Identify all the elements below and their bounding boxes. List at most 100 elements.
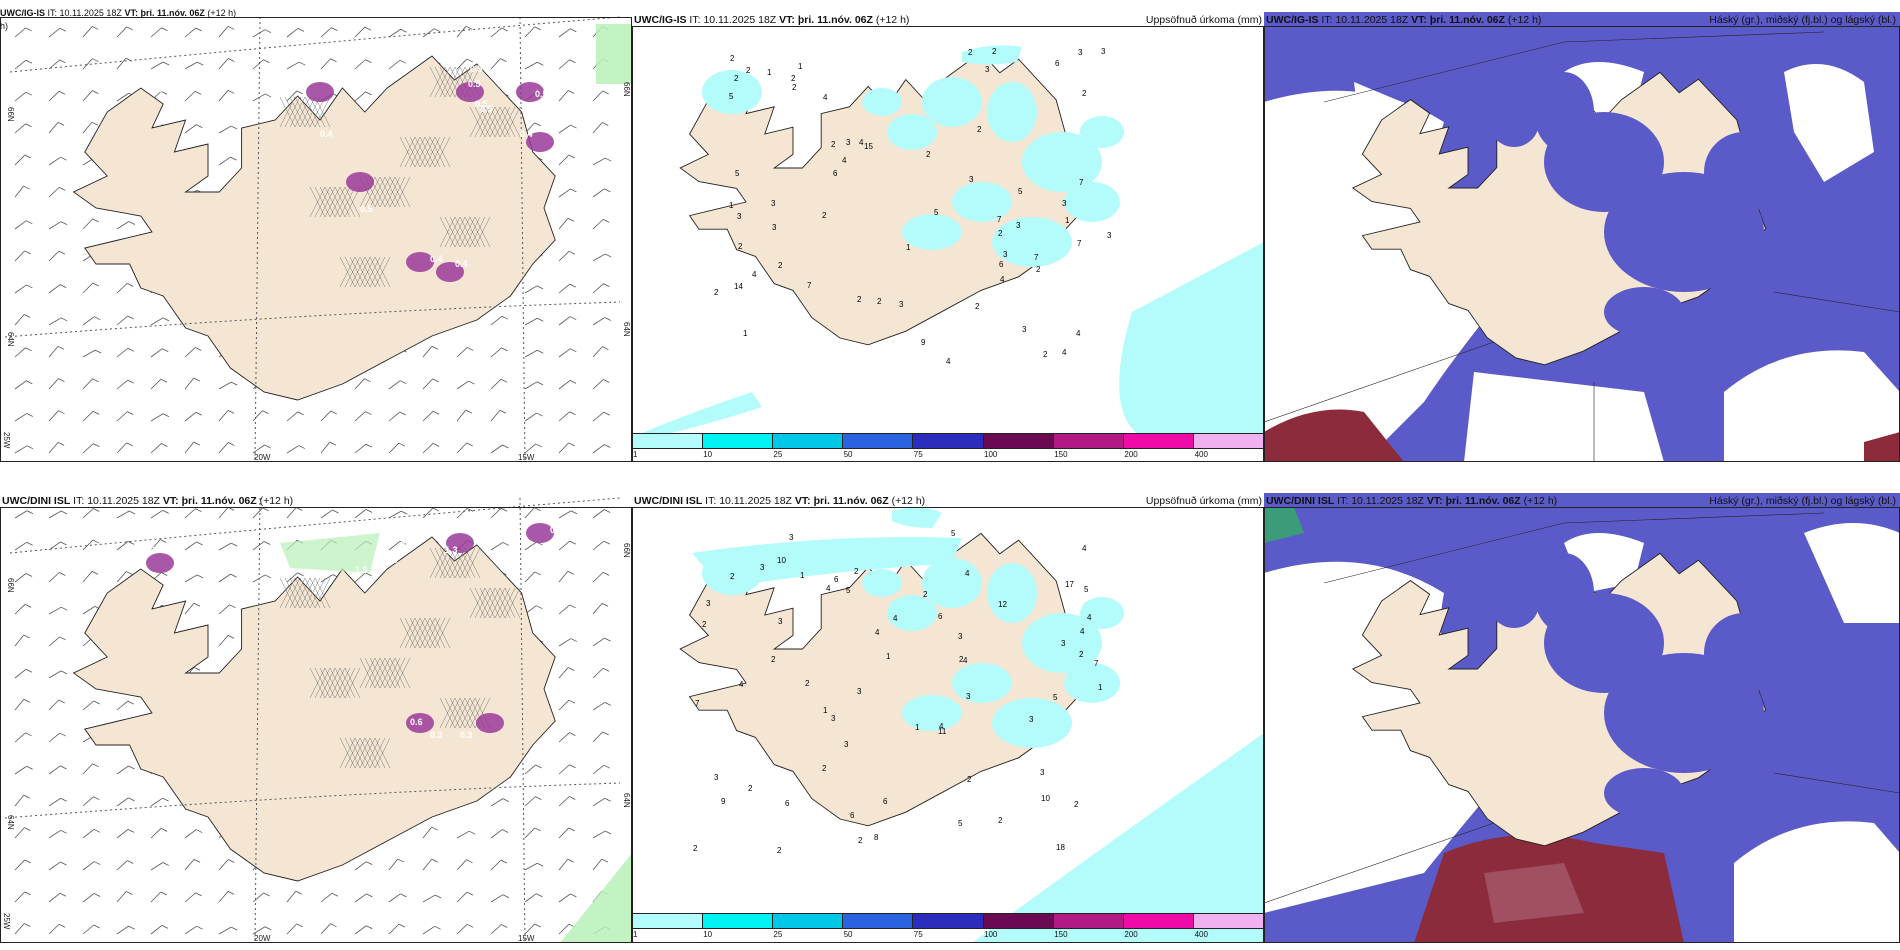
precip-value: 2 xyxy=(1079,650,1084,659)
precip-value: 2 xyxy=(975,302,980,311)
precip-value: 4 xyxy=(826,584,831,593)
precip-value: 5 xyxy=(958,819,963,828)
row2-cloud-header: UWC/DINI ISL IT: 10.11.2025 18Z VT: þri.… xyxy=(1266,495,1557,507)
precip-value: 14 xyxy=(734,282,743,291)
precip-value: 2 xyxy=(693,844,698,853)
colorbar-bin xyxy=(703,434,774,448)
iceland-land xyxy=(72,536,556,882)
colorbar-tick: 25 xyxy=(773,930,783,939)
model-name: UWC/IG-IS xyxy=(1266,14,1319,26)
corner-label: 25W xyxy=(2,913,11,930)
precip-value: 2 xyxy=(1082,89,1087,98)
row2-cloud-panel: UWC/DINI ISL IT: 10.11.2025 18Z VT: þri.… xyxy=(1264,493,1900,943)
lead-time: (+12 h) xyxy=(1523,495,1558,507)
row1-precip-panel: 2 1 1 1 15 3 14 3 2 4 5 1 2 4 2 7 1 5 4 2 3 6 6 7 2 2 3 3 2 5 9 2 4 2 3 2 6 3… xyxy=(632,12,1264,462)
vt-label: VT: xyxy=(794,495,811,507)
precip-value: 6 xyxy=(785,799,790,808)
corner-label: 25W xyxy=(2,432,11,449)
lead-time: (+12 h) xyxy=(207,8,237,18)
wind-value: 0.5 xyxy=(475,99,488,109)
it-label: IT: xyxy=(73,495,85,507)
colorbar-tick: 75 xyxy=(913,930,923,939)
it-value: 10.11.2025 18Z xyxy=(1351,495,1424,507)
precip-value: 3 xyxy=(760,563,765,572)
precip-value: 3 xyxy=(1061,639,1066,648)
colorbar-tick: 1 xyxy=(633,930,638,939)
precip-value: 8 xyxy=(874,833,879,842)
wind-value: 0.5 xyxy=(360,204,373,214)
wind-value: 0.3 xyxy=(460,730,473,740)
wind-value: 0.4 xyxy=(520,129,533,139)
row1-cloud-header: UWC/IG-IS IT: 10.11.2025 18Z VT: þri. 11… xyxy=(1266,14,1541,26)
precip-value: 4 xyxy=(752,270,757,279)
precip-value: 3 xyxy=(969,175,974,184)
precip-value: 2 xyxy=(702,620,707,629)
panel-frame xyxy=(1264,507,1900,943)
precip-value: 3 xyxy=(778,617,783,626)
colorbar-tick: 400 xyxy=(1194,930,1208,939)
vt-label: VT: xyxy=(162,495,179,507)
colorbar-bin xyxy=(703,914,774,928)
precip-value: 1 xyxy=(906,243,911,252)
wind-value: 0.6 xyxy=(540,69,553,79)
precip-title: Uppsöfnuð úrkoma (mm) xyxy=(1145,495,1262,507)
precip-value: 2 xyxy=(926,150,931,159)
precip-value: 2 xyxy=(998,229,1003,238)
precip-value: 9 xyxy=(721,797,726,806)
precip-value: 2 xyxy=(854,567,859,576)
row1-cloud-panel: UWC/IG-IS IT: 10.11.2025 18Z VT: þri. 11… xyxy=(1264,12,1900,462)
precip-value: 10 xyxy=(1041,794,1050,803)
it-label: IT: xyxy=(1337,495,1349,507)
precip-value: 7 xyxy=(1094,659,1099,668)
precip-value: 4 xyxy=(875,628,880,637)
vt-value: þri. 11.nóv. 06Z xyxy=(140,8,205,18)
precip-value: 3 xyxy=(958,632,963,641)
it-value: 10.11.2025 18Z xyxy=(719,495,792,507)
colorbar-row2: 1 10 25 50 75 100 150 200 400 xyxy=(632,913,1264,943)
precip-value: 2 xyxy=(730,572,735,581)
precip-value: 2 xyxy=(959,655,964,664)
colorbar-bin xyxy=(1193,914,1263,928)
wind-value: 0.5 xyxy=(385,555,398,565)
panel-frame xyxy=(0,17,632,462)
lead-time: (+12 h) xyxy=(259,495,294,507)
precip-value: 2 xyxy=(748,784,753,793)
precip-value: 6 xyxy=(999,260,1004,269)
precip-value: 5 xyxy=(735,169,740,178)
colorbar-bin xyxy=(843,914,914,928)
lon-label-right: 15W xyxy=(518,934,535,943)
precip-value: 3 xyxy=(1062,199,1067,208)
it-value: 10.11.2025 18Z xyxy=(87,495,160,507)
row2-left-header: UWC/DINI ISL IT: 10.11.2025 18Z VT: þri.… xyxy=(2,495,293,507)
row2-wind-values: 0.9 0.5 1.3 0.5 0.6 1.5 0.6 0.3 0.3 xyxy=(150,525,563,740)
colorbar-row1: 1 10 25 50 75 100 150 200 400 xyxy=(632,433,1264,463)
precip-value: 7 xyxy=(1079,178,1084,187)
lat-label-bottom-right: 64N xyxy=(622,793,631,808)
colorbar-tick: 100 xyxy=(984,450,998,459)
precip-value: 2 xyxy=(1074,800,1079,809)
lat-label-bottom: 64N xyxy=(6,332,15,347)
colorbar-bin xyxy=(1053,914,1124,928)
precip-value: 1 xyxy=(1065,216,1070,225)
precip-value: 3 xyxy=(1029,715,1034,724)
wind-value: 0.5 xyxy=(480,104,493,114)
precip-value: 4 xyxy=(859,138,864,147)
precip-value: 2 xyxy=(805,679,810,688)
panel-frame xyxy=(1264,26,1900,462)
colorbar-tick: 100 xyxy=(984,930,998,939)
precip-value: 3 xyxy=(772,223,777,232)
vt-label: VT: xyxy=(1411,14,1427,26)
precip-value: 3 xyxy=(1078,48,1083,57)
colorbar-bin xyxy=(913,434,984,448)
precip-value: 6 xyxy=(883,797,888,806)
precip-value: 2 xyxy=(967,775,972,784)
row2-precip-header: UWC/DINI ISL IT: 10.11.2025 18Z VT: þri.… xyxy=(634,495,925,507)
precip-value: 1 xyxy=(800,571,805,580)
precip-value: 3 xyxy=(985,65,990,74)
precip-value: 2 xyxy=(1043,350,1048,359)
precip-value: 1 xyxy=(729,201,734,210)
colorbar-tick: 75 xyxy=(913,450,923,459)
colorbar-tick: 50 xyxy=(843,450,853,459)
row1-wind-values: 0.4 0.50.50.50.50.60.50.50.4 0.40.4 0.40.4 xyxy=(150,59,553,269)
precip-value: 18 xyxy=(1056,843,1065,852)
